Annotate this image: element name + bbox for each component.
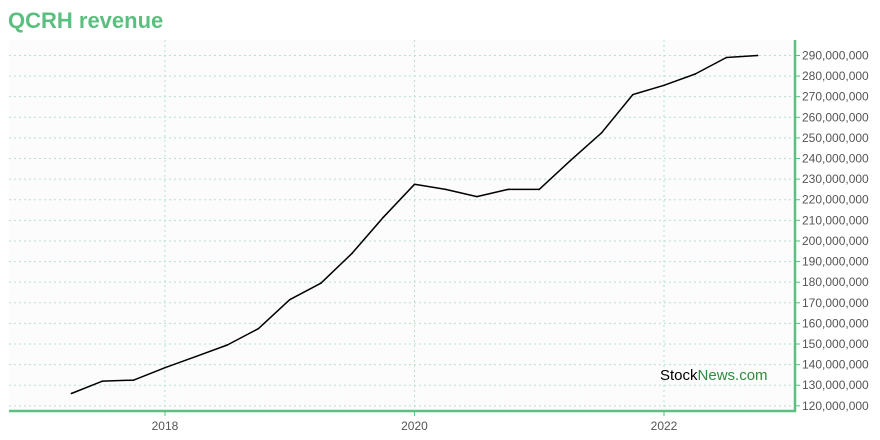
revenue-data-point (195, 355, 197, 358)
y-tick-label: 160,000,000 (802, 316, 869, 330)
x-tick-label: 2022 (651, 419, 678, 433)
y-tick-label: 250,000,000 (802, 131, 869, 145)
x-axis-tick-labels: 2018 2020 2022 (152, 411, 678, 433)
y-tick-label: 260,000,000 (802, 110, 869, 124)
y-axis-tick-labels: 120,000,000 130,000,000 140,000,000 150,000… (795, 48, 869, 413)
revenue-data-point (320, 282, 322, 285)
revenue-data-point (694, 73, 696, 75)
y-tick-label: 240,000,000 (802, 152, 869, 166)
revenue-data-point (632, 93, 634, 96)
chart-title: QCRH revenue (8, 8, 164, 33)
series-layer (70, 54, 759, 395)
x-tick-label: 2018 (152, 419, 179, 433)
watermark-part-2: News.com (698, 367, 768, 384)
revenue-data-point (538, 188, 541, 191)
axes (9, 40, 797, 413)
revenue-data-point (569, 159, 572, 162)
revenue-data-point (288, 298, 291, 301)
y-tick-label: 140,000,000 (802, 358, 869, 372)
revenue-data-point (101, 380, 104, 382)
stocknews-watermark: StockNews.com (660, 367, 768, 384)
y-tick-label: 290,000,000 (802, 48, 869, 62)
revenue-data-point (725, 56, 728, 59)
y-tick-label: 190,000,000 (802, 255, 869, 269)
y-tick-label: 180,000,000 (802, 275, 869, 289)
revenue-data-point (444, 188, 447, 191)
grid-lines (9, 40, 795, 411)
x-tick-label: 2020 (401, 419, 428, 433)
revenue-data-point (756, 54, 759, 57)
revenue-data-point (413, 183, 416, 186)
revenue-data-point (226, 344, 229, 346)
y-tick-label: 120,000,000 (802, 399, 869, 413)
revenue-data-point (257, 327, 260, 330)
plot-background (9, 40, 795, 411)
revenue-data-point (476, 195, 478, 198)
y-tick-label: 130,000,000 (802, 378, 869, 392)
y-tick-label: 220,000,000 (802, 193, 869, 207)
revenue-data-point (663, 84, 665, 87)
revenue-data-point (382, 216, 385, 219)
y-tick-label: 170,000,000 (802, 296, 869, 310)
revenue-data-point (507, 188, 509, 191)
y-tick-label: 280,000,000 (802, 69, 869, 83)
revenue-data-point (600, 131, 603, 134)
y-tick-label: 230,000,000 (802, 172, 869, 186)
y-tick-label: 200,000,000 (802, 234, 869, 248)
revenue-data-point (132, 379, 135, 381)
watermark-part-1: Stock (660, 367, 698, 384)
y-tick-label: 210,000,000 (802, 213, 869, 227)
y-tick-label: 150,000,000 (802, 337, 869, 351)
revenue-data-point (351, 252, 353, 255)
revenue-data-point (70, 392, 73, 395)
revenue-data-point (164, 366, 166, 369)
y-tick-label: 270,000,000 (802, 90, 869, 104)
